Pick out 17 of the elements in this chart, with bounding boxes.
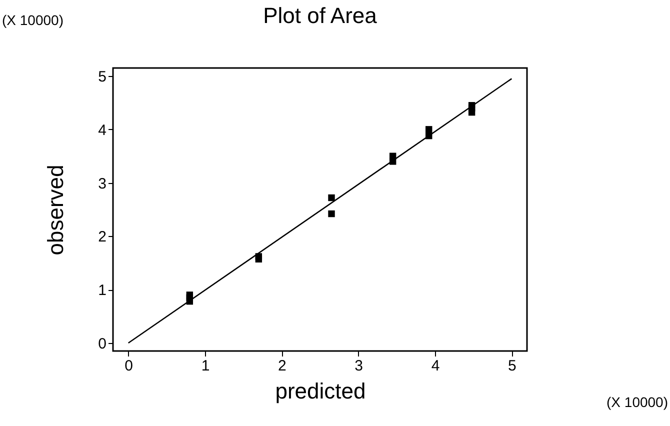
- y-tick-label: 4: [98, 122, 106, 139]
- text: (X 10000): [606, 394, 668, 410]
- x-tick-label: 2: [278, 358, 286, 374]
- x-tick-label: 0: [124, 358, 134, 374]
- x-tick-label: 5: [508, 358, 516, 374]
- y-tick-label: 2: [98, 228, 106, 246]
- x-tick-label: 4: [431, 358, 440, 374]
- x-tick-label: 3: [354, 358, 364, 374]
- y-tick-label: 5: [98, 68, 106, 86]
- y-tick-label: 1: [98, 282, 106, 300]
- y-tick-label: 3: [98, 175, 106, 192]
- x-tick-label: 1: [201, 358, 210, 374]
- y-axis-title: observed: [43, 164, 68, 256]
- text: (X 10000): [2, 12, 64, 28]
- y-tick-label: 0: [98, 335, 106, 352]
- chart-title: Plot of Area: [263, 3, 378, 28]
- x-axis-title: predicted: [275, 378, 366, 404]
